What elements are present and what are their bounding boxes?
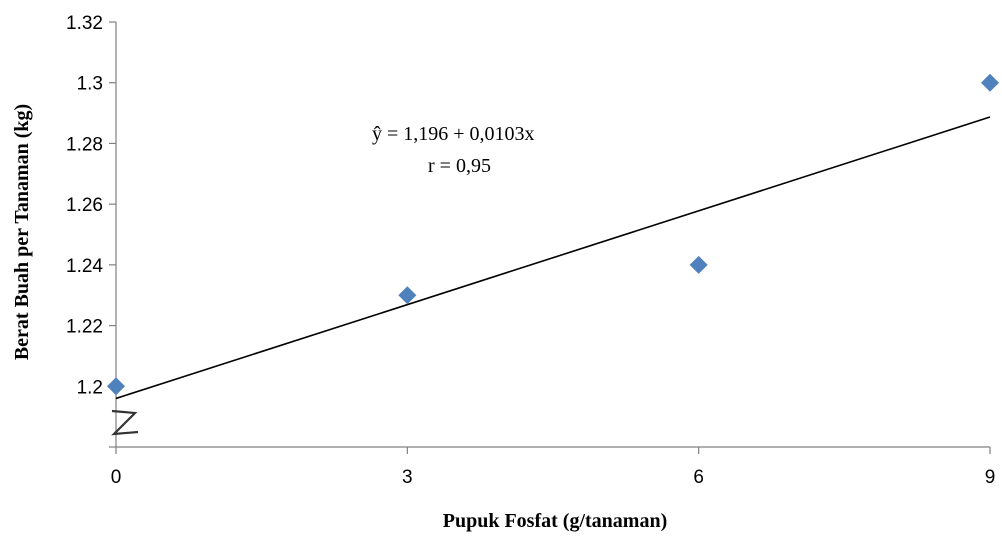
regression-equation: ŷ = 1,196 + 0,0103x bbox=[372, 123, 535, 145]
y-tick-label: 1.3 bbox=[77, 74, 103, 95]
data-point bbox=[981, 73, 999, 92]
data-points bbox=[107, 73, 999, 396]
x-axis-tick-labels: 0 3 6 9 bbox=[111, 467, 996, 488]
y-axis-tick-marks bbox=[109, 21, 116, 448]
data-point bbox=[689, 255, 708, 274]
correlation-coefficient: r = 0,95 bbox=[428, 155, 491, 177]
x-axis-tick-marks bbox=[115, 447, 991, 454]
x-tick-label: 0 bbox=[111, 467, 122, 488]
x-axis-title: Pupuk Fosfat (g/tanaman) bbox=[443, 510, 667, 532]
y-tick-label: 1.26 bbox=[66, 195, 103, 216]
data-point bbox=[398, 286, 417, 305]
y-tick-label: 1.22 bbox=[66, 317, 103, 338]
y-axis-tick-labels: 1.2 1.22 1.24 1.26 1.28 1.3 1.32 bbox=[66, 13, 103, 398]
y-tick-label: 1.28 bbox=[66, 134, 103, 155]
y-tick-label: 1.32 bbox=[66, 13, 103, 34]
y-axis-title: Berat Buah per Tanaman (kg) bbox=[11, 104, 33, 360]
x-tick-label: 9 bbox=[985, 467, 996, 488]
y-tick-label: 1.2 bbox=[77, 377, 103, 398]
x-tick-label: 6 bbox=[693, 467, 704, 488]
y-tick-label: 1.24 bbox=[66, 256, 103, 277]
x-tick-label: 3 bbox=[402, 467, 413, 488]
trendline bbox=[115, 116, 991, 400]
axis-break-icon bbox=[111, 409, 139, 436]
data-point bbox=[107, 377, 125, 396]
